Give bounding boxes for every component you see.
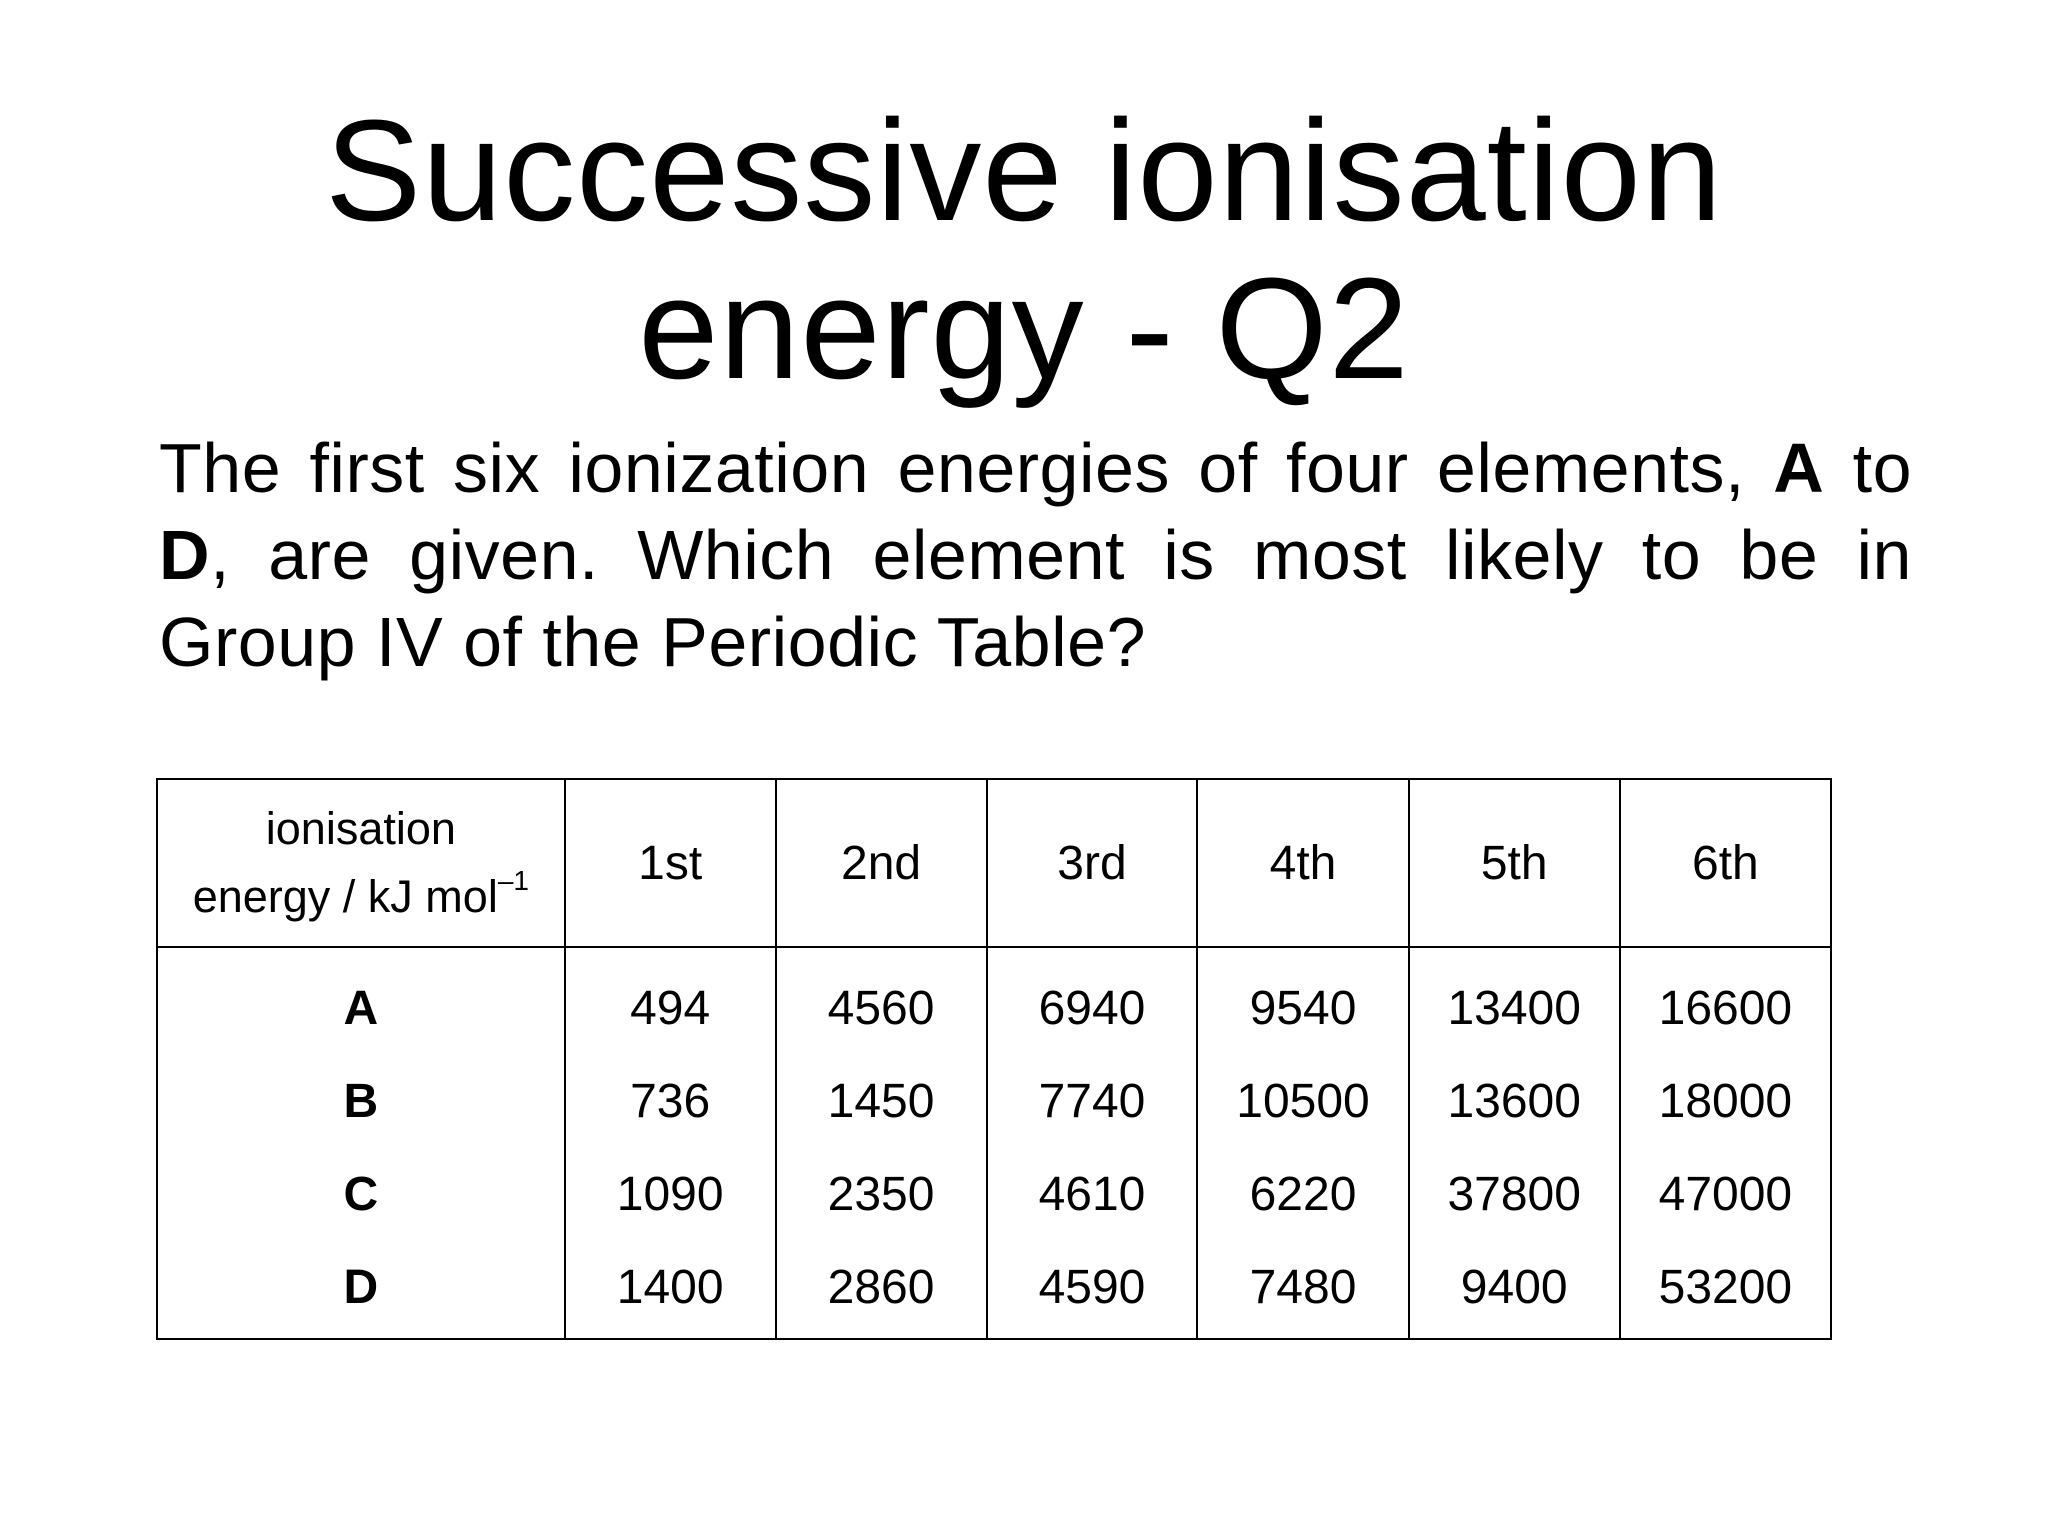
corner-header-superscript: –1 xyxy=(497,865,529,896)
row-label: D xyxy=(156,1241,566,1340)
column-header: 5th xyxy=(1407,778,1621,948)
table-cell: 2350 xyxy=(774,1148,988,1241)
question-part-2: to xyxy=(1824,429,1912,507)
table-cell: 1450 xyxy=(774,1055,988,1148)
element-a-label: A xyxy=(1773,429,1825,507)
question-text: The first six ionization energies of fou… xyxy=(159,425,1912,686)
table-cell: 1400 xyxy=(563,1241,777,1340)
slide-title-line-2: energy - Q2 xyxy=(638,248,1410,409)
row-label: A xyxy=(156,947,566,1055)
table-cell: 7740 xyxy=(985,1055,1199,1148)
table-row: C 1090 2350 4610 6220 37800 47000 xyxy=(156,1148,1833,1241)
table-cell: 37800 xyxy=(1407,1148,1621,1241)
column-header: 6th xyxy=(1618,778,1833,948)
table-cell: 4560 xyxy=(774,947,988,1055)
table-cell: 6220 xyxy=(1196,1148,1410,1241)
table-header-row: ionisation energy / kJ mol–1 1st 2nd 3rd… xyxy=(156,778,1833,948)
row-label: B xyxy=(156,1055,566,1148)
table-cell: 494 xyxy=(563,947,777,1055)
table-cell: 13400 xyxy=(1407,947,1621,1055)
table-cell: 4590 xyxy=(985,1241,1199,1340)
column-header: 3rd xyxy=(985,778,1199,948)
slide-title: Successive ionisation energy - Q2 xyxy=(0,92,2048,408)
row-label: C xyxy=(156,1148,566,1241)
table-cell: 4610 xyxy=(985,1148,1199,1241)
question-part-3: , are given. Which element is most likel… xyxy=(159,516,1912,681)
table-cell: 53200 xyxy=(1618,1241,1833,1340)
table-cell: 16600 xyxy=(1618,947,1833,1055)
column-header: 4th xyxy=(1196,778,1410,948)
table-cell: 13600 xyxy=(1407,1055,1621,1148)
corner-header-line-1: ionisation xyxy=(265,803,456,854)
table-row: A 494 4560 6940 9540 13400 16600 xyxy=(156,947,1833,1055)
table-cell: 2860 xyxy=(774,1241,988,1340)
table-cell: 7480 xyxy=(1196,1241,1410,1340)
table-cell: 10500 xyxy=(1196,1055,1410,1148)
question-part-1: The first six ionization energies of fou… xyxy=(159,429,1774,507)
table-row: B 736 1450 7740 10500 13600 18000 xyxy=(156,1055,1833,1148)
table-cell: 18000 xyxy=(1618,1055,1833,1148)
column-header: 2nd xyxy=(774,778,988,948)
table-cell: 1090 xyxy=(563,1148,777,1241)
column-header: 1st xyxy=(563,778,777,948)
table-cell: 9540 xyxy=(1196,947,1410,1055)
table-cell: 736 xyxy=(563,1055,777,1148)
table-row: D 1400 2860 4590 7480 9400 53200 xyxy=(156,1241,1833,1340)
slide-title-line-1: Successive ionisation xyxy=(325,90,1723,251)
table-cell: 47000 xyxy=(1618,1148,1833,1241)
ionisation-energy-table: ionisation energy / kJ mol–1 1st 2nd 3rd… xyxy=(156,778,1833,1340)
table-cell: 6940 xyxy=(985,947,1199,1055)
table-cell: 9400 xyxy=(1407,1241,1621,1340)
corner-header-line-2: energy / kJ mol xyxy=(192,871,498,922)
table-corner-header: ionisation energy / kJ mol–1 xyxy=(156,778,566,948)
element-d-label: D xyxy=(159,516,211,594)
